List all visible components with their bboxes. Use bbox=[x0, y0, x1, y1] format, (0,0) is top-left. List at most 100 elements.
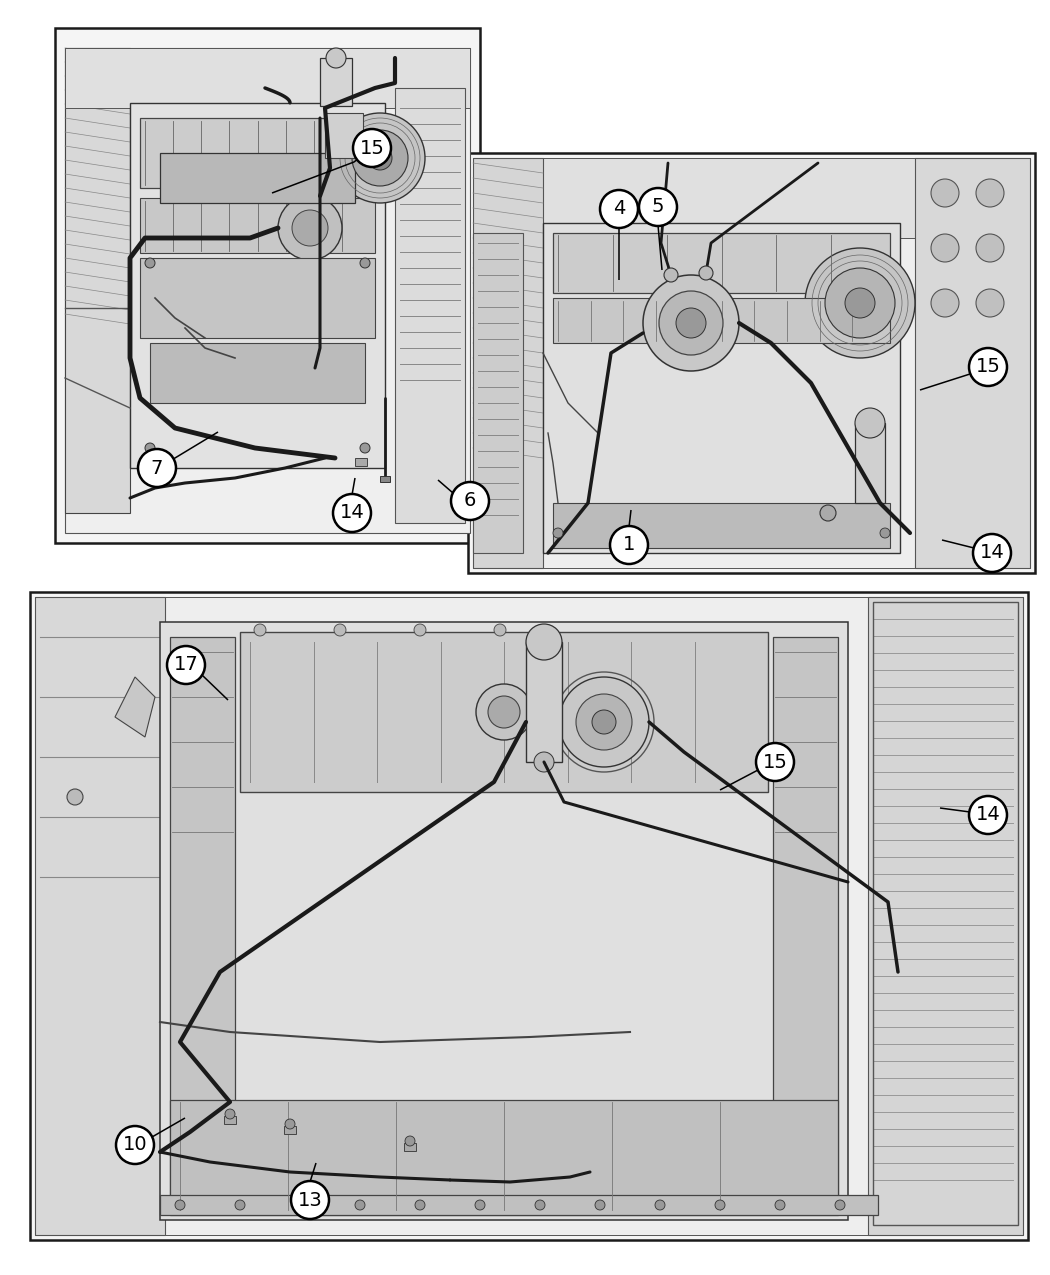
FancyBboxPatch shape bbox=[35, 597, 1023, 1235]
Circle shape bbox=[475, 1200, 485, 1210]
Circle shape bbox=[285, 1119, 295, 1128]
Circle shape bbox=[976, 179, 1004, 207]
Circle shape bbox=[476, 683, 532, 740]
Text: 15: 15 bbox=[359, 139, 384, 158]
FancyBboxPatch shape bbox=[543, 223, 900, 553]
Circle shape bbox=[360, 258, 370, 268]
Circle shape bbox=[805, 249, 915, 358]
Circle shape bbox=[67, 789, 83, 805]
Circle shape bbox=[969, 348, 1007, 386]
Circle shape bbox=[699, 266, 713, 280]
Circle shape bbox=[931, 289, 959, 317]
Text: 1: 1 bbox=[623, 536, 635, 555]
Text: 4: 4 bbox=[613, 199, 625, 218]
FancyBboxPatch shape bbox=[320, 57, 352, 106]
FancyBboxPatch shape bbox=[55, 28, 480, 543]
FancyBboxPatch shape bbox=[65, 48, 130, 513]
Circle shape bbox=[452, 482, 489, 520]
FancyBboxPatch shape bbox=[224, 1116, 236, 1125]
Circle shape bbox=[643, 275, 739, 371]
Circle shape bbox=[973, 534, 1011, 572]
Circle shape bbox=[368, 147, 392, 170]
Text: 14: 14 bbox=[975, 806, 1001, 825]
Circle shape bbox=[775, 1200, 785, 1210]
FancyBboxPatch shape bbox=[30, 592, 1028, 1241]
FancyBboxPatch shape bbox=[150, 343, 365, 403]
FancyBboxPatch shape bbox=[140, 198, 375, 252]
Text: 15: 15 bbox=[762, 752, 788, 771]
FancyBboxPatch shape bbox=[35, 597, 165, 1235]
FancyBboxPatch shape bbox=[326, 113, 363, 158]
Circle shape bbox=[278, 196, 342, 260]
FancyBboxPatch shape bbox=[160, 622, 848, 1220]
FancyBboxPatch shape bbox=[240, 632, 768, 792]
Text: 5: 5 bbox=[652, 198, 665, 217]
Circle shape bbox=[931, 179, 959, 207]
Circle shape bbox=[254, 623, 266, 636]
FancyBboxPatch shape bbox=[284, 1126, 296, 1133]
FancyBboxPatch shape bbox=[140, 119, 375, 187]
Text: 17: 17 bbox=[173, 655, 198, 674]
FancyBboxPatch shape bbox=[65, 48, 470, 533]
Circle shape bbox=[291, 1181, 329, 1219]
Circle shape bbox=[664, 268, 678, 282]
Circle shape bbox=[595, 1200, 605, 1210]
Circle shape bbox=[225, 1109, 235, 1119]
FancyBboxPatch shape bbox=[160, 1195, 878, 1215]
Circle shape bbox=[553, 528, 563, 538]
Circle shape bbox=[835, 1200, 845, 1210]
FancyBboxPatch shape bbox=[468, 153, 1035, 572]
Text: 14: 14 bbox=[980, 543, 1005, 562]
Circle shape bbox=[715, 1200, 724, 1210]
Circle shape bbox=[335, 113, 425, 203]
Circle shape bbox=[333, 493, 371, 532]
FancyBboxPatch shape bbox=[773, 638, 838, 1200]
Circle shape bbox=[235, 1200, 245, 1210]
Circle shape bbox=[931, 235, 959, 261]
Circle shape bbox=[488, 696, 520, 728]
FancyBboxPatch shape bbox=[472, 158, 543, 567]
Circle shape bbox=[880, 528, 890, 538]
Circle shape bbox=[976, 235, 1004, 261]
Circle shape bbox=[526, 623, 562, 660]
Text: 13: 13 bbox=[297, 1191, 322, 1210]
Circle shape bbox=[534, 752, 554, 771]
FancyBboxPatch shape bbox=[170, 1100, 838, 1215]
Circle shape bbox=[825, 268, 895, 338]
Text: 6: 6 bbox=[464, 491, 477, 510]
Circle shape bbox=[353, 129, 391, 167]
Circle shape bbox=[352, 130, 408, 186]
FancyBboxPatch shape bbox=[130, 103, 385, 468]
FancyBboxPatch shape bbox=[855, 423, 885, 504]
Circle shape bbox=[659, 291, 723, 354]
FancyBboxPatch shape bbox=[140, 258, 375, 338]
Circle shape bbox=[138, 449, 176, 487]
FancyBboxPatch shape bbox=[170, 638, 235, 1200]
FancyBboxPatch shape bbox=[404, 1142, 416, 1151]
Text: 10: 10 bbox=[123, 1136, 147, 1154]
FancyBboxPatch shape bbox=[915, 158, 1030, 567]
FancyBboxPatch shape bbox=[553, 298, 890, 343]
Circle shape bbox=[414, 623, 426, 636]
Circle shape bbox=[116, 1126, 154, 1164]
FancyBboxPatch shape bbox=[160, 153, 355, 203]
Polygon shape bbox=[116, 677, 155, 737]
Circle shape bbox=[592, 710, 616, 734]
FancyBboxPatch shape bbox=[472, 233, 523, 553]
FancyBboxPatch shape bbox=[395, 88, 465, 523]
Circle shape bbox=[494, 623, 506, 636]
FancyBboxPatch shape bbox=[526, 643, 562, 762]
Circle shape bbox=[655, 1200, 665, 1210]
Circle shape bbox=[405, 1136, 415, 1146]
Text: 7: 7 bbox=[151, 459, 163, 478]
FancyBboxPatch shape bbox=[553, 504, 890, 548]
Circle shape bbox=[845, 288, 875, 317]
FancyBboxPatch shape bbox=[380, 476, 390, 482]
Circle shape bbox=[639, 187, 677, 226]
Circle shape bbox=[976, 289, 1004, 317]
Circle shape bbox=[676, 309, 706, 338]
Circle shape bbox=[969, 796, 1007, 834]
Circle shape bbox=[295, 1200, 304, 1210]
Circle shape bbox=[855, 408, 885, 439]
Circle shape bbox=[820, 505, 836, 521]
